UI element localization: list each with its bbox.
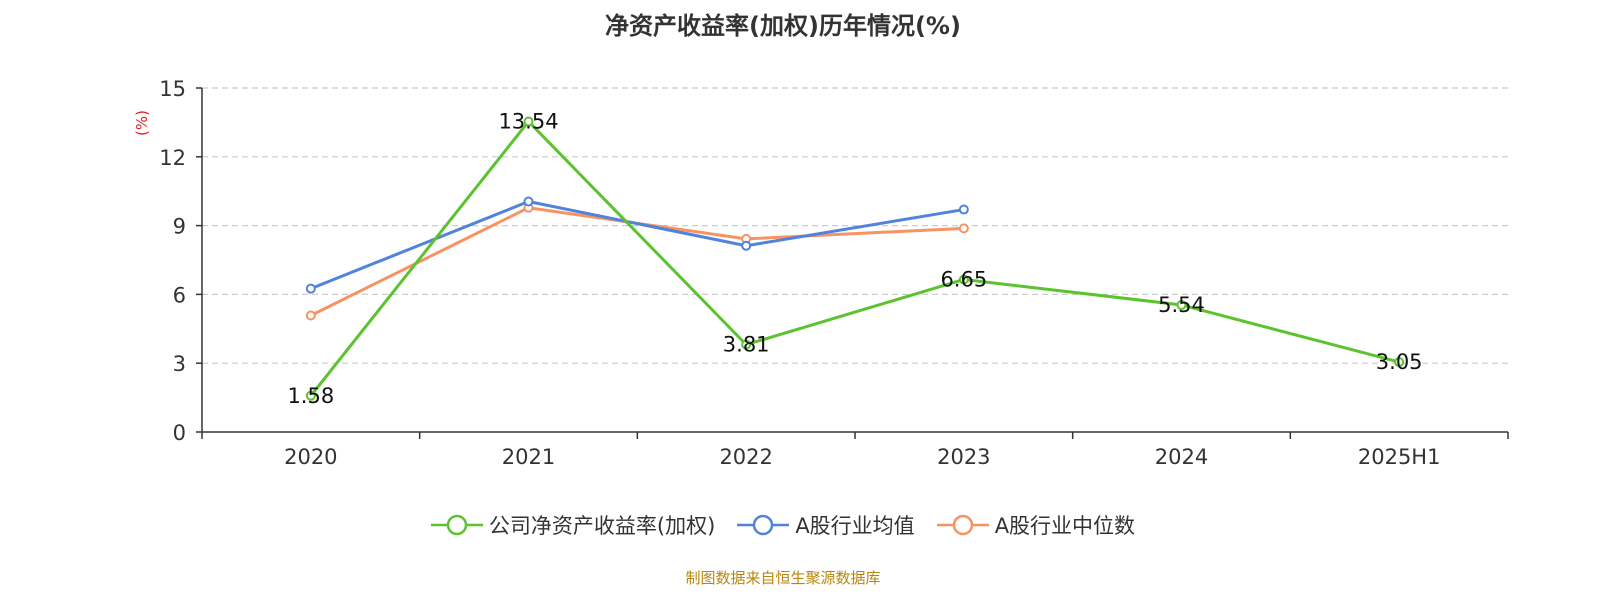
legend-line-icon (430, 514, 483, 536)
y-tick-label: 15 (159, 77, 186, 101)
data-label: 3.05 (1376, 350, 1423, 374)
chart-title: 净资产收益率(加权)历年情况(%) (605, 12, 961, 40)
x-tick-label: 2022 (719, 445, 772, 469)
series-layer (305, 116, 1405, 401)
data-label: 13.54 (498, 109, 558, 133)
x-tick-label: 2023 (937, 445, 990, 469)
data-point (958, 274, 969, 285)
source-note: 制图数据来自恒生聚源数据库 (685, 569, 881, 587)
data-label: 6.65 (940, 267, 987, 291)
legend-item[interactable]: 公司净资产收益率(加权) (430, 510, 716, 540)
y-tick-label: 0 (173, 421, 186, 445)
data-point (741, 339, 752, 350)
data-label: 1.58 (287, 384, 334, 408)
legend-item[interactable]: A股行业中位数 (936, 510, 1136, 540)
data-labels-layer: 1.58 13.54 3.81 6.65 5.54 3.05 (287, 109, 1422, 407)
legend: 公司净资产收益率(加权) A股行业均值 A股行业中位数 (0, 510, 1566, 540)
axes: 0 3 6 9 12 15 2020 2021 2022 2023 2024 2025H1 (%) (133, 77, 1509, 469)
y-axis-label: (%) (133, 110, 151, 136)
data-point (305, 390, 316, 401)
y-tick-label: 3 (173, 352, 186, 376)
series-line (309, 119, 1400, 397)
data-point (523, 116, 534, 127)
data-point (305, 283, 316, 294)
data-point (958, 223, 969, 234)
legend-label: 公司净资产收益率(加权) (488, 514, 716, 538)
legend-line-icon (936, 514, 989, 536)
series-line (310, 200, 965, 291)
data-point (1176, 299, 1187, 310)
grid-lines (202, 87, 1508, 364)
data-point (1394, 357, 1405, 368)
y-tick-label: 12 (159, 146, 186, 170)
x-tick-label: 2020 (284, 445, 337, 469)
y-tick-label: 6 (173, 283, 186, 307)
data-point (305, 310, 316, 321)
y-tick-label: 9 (173, 215, 186, 239)
x-tick-label: 2024 (1155, 445, 1208, 469)
data-label: 5.54 (1158, 293, 1205, 317)
data-point (523, 196, 534, 207)
legend-line-icon (737, 514, 790, 536)
x-tick-label: 2021 (502, 445, 555, 469)
legend-item[interactable]: A股行业均值 (737, 510, 915, 540)
data-point (741, 240, 752, 251)
legend-label: A股行业均值 (795, 514, 915, 538)
legend-label: A股行业中位数 (994, 514, 1136, 538)
data-label: 3.81 (723, 333, 770, 357)
x-tick-label: 2025H1 (1358, 445, 1441, 469)
data-point (958, 204, 969, 215)
